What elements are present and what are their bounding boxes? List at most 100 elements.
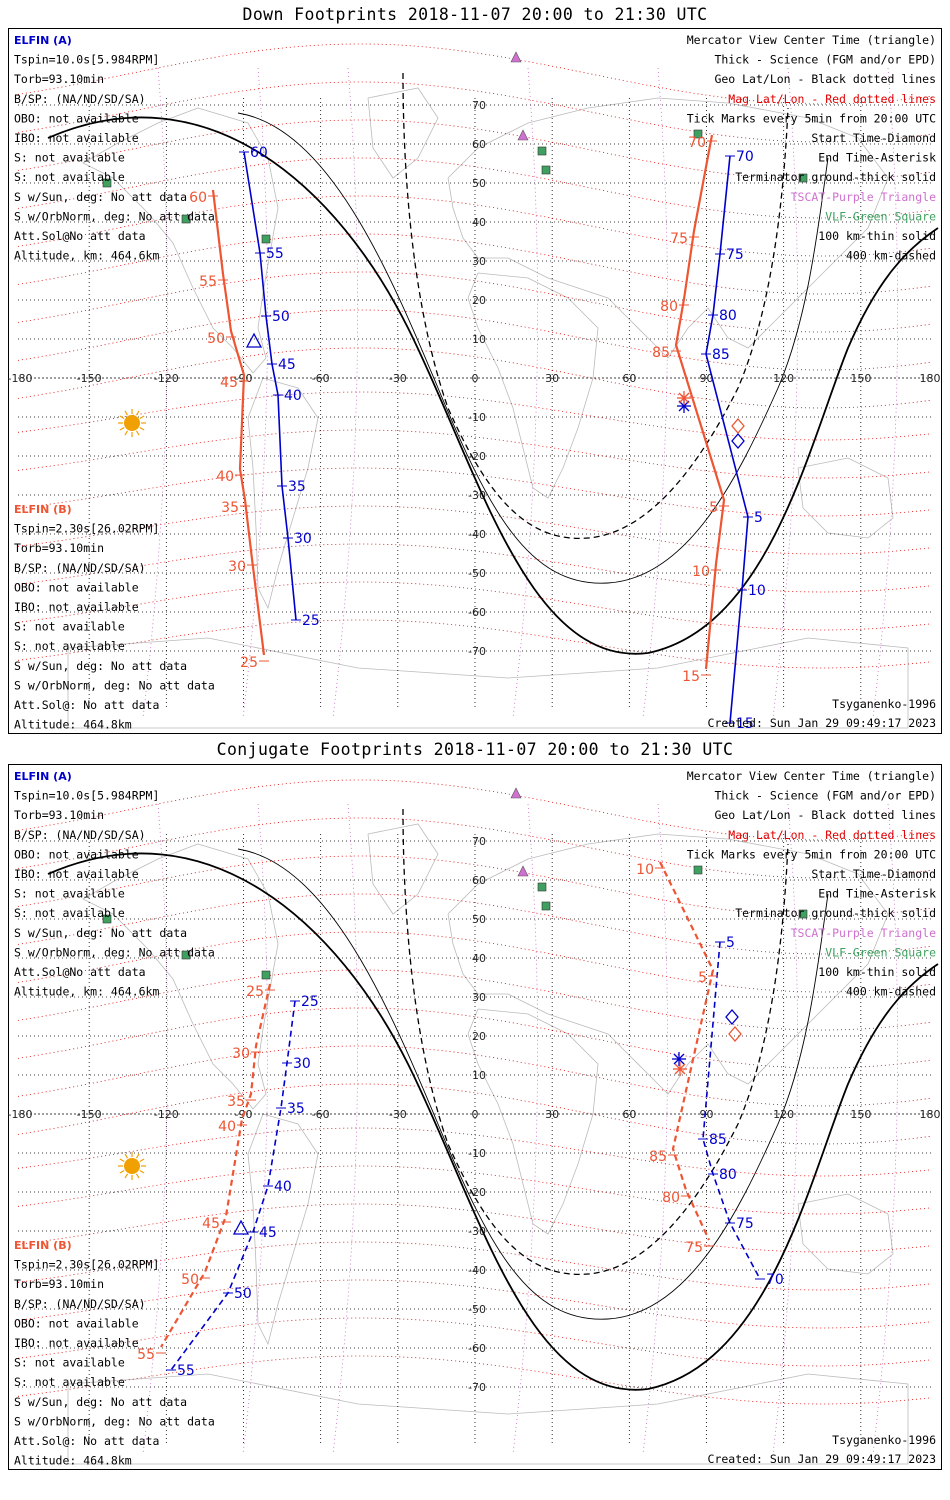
- sun-disc: [124, 1158, 140, 1174]
- longitude-label: 120: [773, 1108, 794, 1121]
- elfin-b-tick-label: 60: [189, 190, 207, 206]
- elfin-b-tick-label: 40: [218, 1119, 236, 1135]
- elfin-a-tick-label: 35: [287, 1101, 305, 1117]
- coastlines: [67, 823, 909, 1465]
- coastline: [67, 1373, 909, 1465]
- elfin-a-info-line: B/SP: (NA/ND/SD/SA): [14, 92, 146, 106]
- elfin-b-start-diamond: [731, 418, 745, 434]
- longitude-label: 30: [545, 1108, 559, 1121]
- legend-entry: VLF-Green Square: [825, 945, 936, 959]
- coastline: [367, 87, 439, 179]
- mag-parallel: [17, 195, 931, 257]
- elfin-b-info-line: S w/OrbNorm, deg: No att data: [14, 678, 215, 692]
- coastline: [67, 637, 909, 729]
- asterisk-stroke: [674, 1063, 686, 1075]
- terminator-group: [47, 808, 939, 1391]
- legend-entry: VLF-Green Square: [825, 209, 936, 223]
- asterisk-stroke: [673, 1053, 685, 1065]
- coastline: [247, 1113, 319, 1346]
- elfin-b-tick-label: 25: [240, 655, 258, 671]
- elfin-b-info-line: S: not available: [14, 1375, 125, 1389]
- elfin-b-tick-label: 85: [649, 1149, 667, 1165]
- mag-meridian: [142, 67, 169, 719]
- vlf-square: [541, 165, 551, 175]
- elfin-b-tick-label: 10: [636, 862, 654, 878]
- legend-entry: Thick - Science (FGM and/or EPD): [714, 53, 936, 67]
- sun-ray: [124, 430, 129, 436]
- sun-ray: [135, 1153, 140, 1159]
- elfin-a-tick-label: 30: [293, 1056, 311, 1072]
- elfin-a-tick-label: 35: [288, 479, 306, 495]
- elfin-b-info: ELFIN (B) Tspin=2.30s[26.02RPM] Torb=93.10…: [14, 503, 215, 732]
- elfin-a-info-line: Tspin=10.0s[5.984RPM]: [14, 53, 159, 67]
- latitude-label: -40: [468, 528, 486, 541]
- longitude-label: -150: [77, 1108, 102, 1121]
- latitude-label: 10: [472, 1069, 486, 1082]
- latitude-label: -30: [468, 489, 486, 502]
- mag-parallel: [17, 81, 931, 143]
- elfin-b-tick-label: 75: [670, 231, 688, 247]
- elfin-b-info-line: IBO: not available: [14, 600, 139, 614]
- sun-ray: [135, 430, 140, 436]
- mag-parallel: [17, 1045, 931, 1107]
- mag-grid: [17, 43, 931, 669]
- conjugate-footprints-title: Conjugate Footprints 2018-11-07 20:00 to…: [216, 740, 734, 759]
- tscat-triangle: [517, 865, 529, 877]
- elfin-b-track: [674, 134, 726, 670]
- mag-parallel: [17, 1007, 931, 1069]
- elfin-b-info-line: S w/Sun, deg: No att data: [14, 659, 187, 673]
- mag-parallel: [17, 1083, 931, 1145]
- elfin-a-tick-label: 80: [719, 1167, 737, 1183]
- mag-parallel: [17, 779, 931, 841]
- sun-ray: [124, 1153, 129, 1159]
- elfin-b-tick-label: 70: [688, 135, 706, 151]
- legend-entry: 400 km-dashed: [846, 249, 936, 263]
- elfin-b-track: [211, 189, 266, 656]
- elfin-a-info-name: ELFIN (A): [14, 770, 72, 783]
- longitude-label: 150: [850, 372, 871, 385]
- latitude-label: -50: [468, 567, 486, 580]
- terminator-400km: [402, 72, 789, 539]
- longitude-label: 0: [472, 372, 479, 385]
- conjugate-footprints-map: -180 -150 -120 -90 -60 -30 0 30 60 90 120 150 180706…: [8, 764, 942, 1470]
- vlf-square: [693, 865, 703, 875]
- latitude-label: -60: [468, 606, 486, 619]
- coastline: [447, 833, 889, 1095]
- elfin-b-tick-label: 15: [682, 669, 700, 685]
- elfin-b-info-line: OBO: not available: [14, 580, 139, 594]
- terminator-group: [47, 72, 939, 655]
- legend-entry: Tick Marks every 5min from 20:00 UTC: [687, 847, 936, 861]
- elfin-b-info-line: Torb=93.10min: [14, 1277, 104, 1291]
- legend-entry: Mag Lat/Lon - Red dotted lines: [728, 92, 936, 106]
- created-label: Created: Sun Jan 29 09:49:17 2023: [708, 1452, 937, 1466]
- elfin-b-track: [659, 861, 715, 1241]
- elfin-b-tick-label: 40: [216, 469, 234, 485]
- vlf-square: [181, 950, 191, 960]
- mag-parallel: [17, 309, 931, 371]
- latitude-label: -10: [468, 411, 486, 424]
- elfin-a-tick-label: 45: [278, 357, 296, 373]
- sun-ray: [135, 410, 140, 416]
- coastline: [467, 1008, 599, 1235]
- elfin-b-info: ELFIN (B) Tspin=2.30s[26.02RPM] Torb=93.10…: [14, 1239, 215, 1468]
- elfin-b-tick-label: 35: [227, 1094, 245, 1110]
- legend-entry: 100 km-thin solid: [818, 965, 936, 979]
- tscat-triangle: [510, 787, 522, 799]
- elfin-b-info-line: Att.Sol@: No att data: [14, 1434, 159, 1448]
- elfin-a-info-line: Torb=93.10min: [14, 808, 104, 822]
- elfin-a-info-line: Torb=93.10min: [14, 72, 104, 86]
- elfin-a-info-line: S: not available: [14, 151, 125, 165]
- elfin-a-info-line: IBO: not available: [14, 867, 139, 881]
- longitude-label: -60: [312, 1108, 330, 1121]
- legend-entry: End Time-Asterisk: [818, 151, 936, 165]
- vlf-square: [693, 129, 703, 139]
- mag-parallel: [17, 271, 931, 333]
- coastline: [367, 823, 439, 915]
- latitude-label: -60: [468, 1342, 486, 1355]
- elfin-b-tick-label: 50: [181, 1272, 199, 1288]
- coastlines: [67, 87, 909, 729]
- terminator-ground: [47, 116, 939, 655]
- longitude-label: 30: [545, 372, 559, 385]
- latitude-label: 50: [472, 177, 486, 190]
- elfin-a-info-line: Att.Sol@No att data: [14, 965, 146, 979]
